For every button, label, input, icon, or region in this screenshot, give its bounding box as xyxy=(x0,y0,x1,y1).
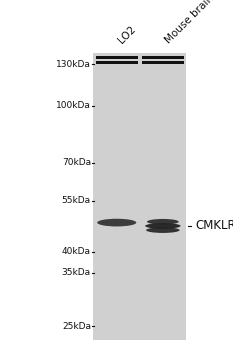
Bar xyxy=(96,56,138,59)
Bar xyxy=(96,61,138,64)
Ellipse shape xyxy=(145,223,181,229)
Text: 55kDa: 55kDa xyxy=(62,196,91,205)
Text: 70kDa: 70kDa xyxy=(62,158,91,167)
Ellipse shape xyxy=(97,219,136,226)
Text: 35kDa: 35kDa xyxy=(62,268,91,277)
Text: LO2: LO2 xyxy=(117,24,138,46)
Bar xyxy=(142,61,184,64)
Text: 130kDa: 130kDa xyxy=(56,60,91,69)
Bar xyxy=(142,56,184,59)
Ellipse shape xyxy=(147,219,179,225)
Ellipse shape xyxy=(146,228,180,233)
Text: 25kDa: 25kDa xyxy=(62,322,91,331)
Text: 100kDa: 100kDa xyxy=(56,102,91,111)
Bar xyxy=(93,52,186,340)
Text: CMKLR1: CMKLR1 xyxy=(196,219,233,232)
Text: 40kDa: 40kDa xyxy=(62,247,91,256)
Text: Mouse brain: Mouse brain xyxy=(163,0,215,46)
